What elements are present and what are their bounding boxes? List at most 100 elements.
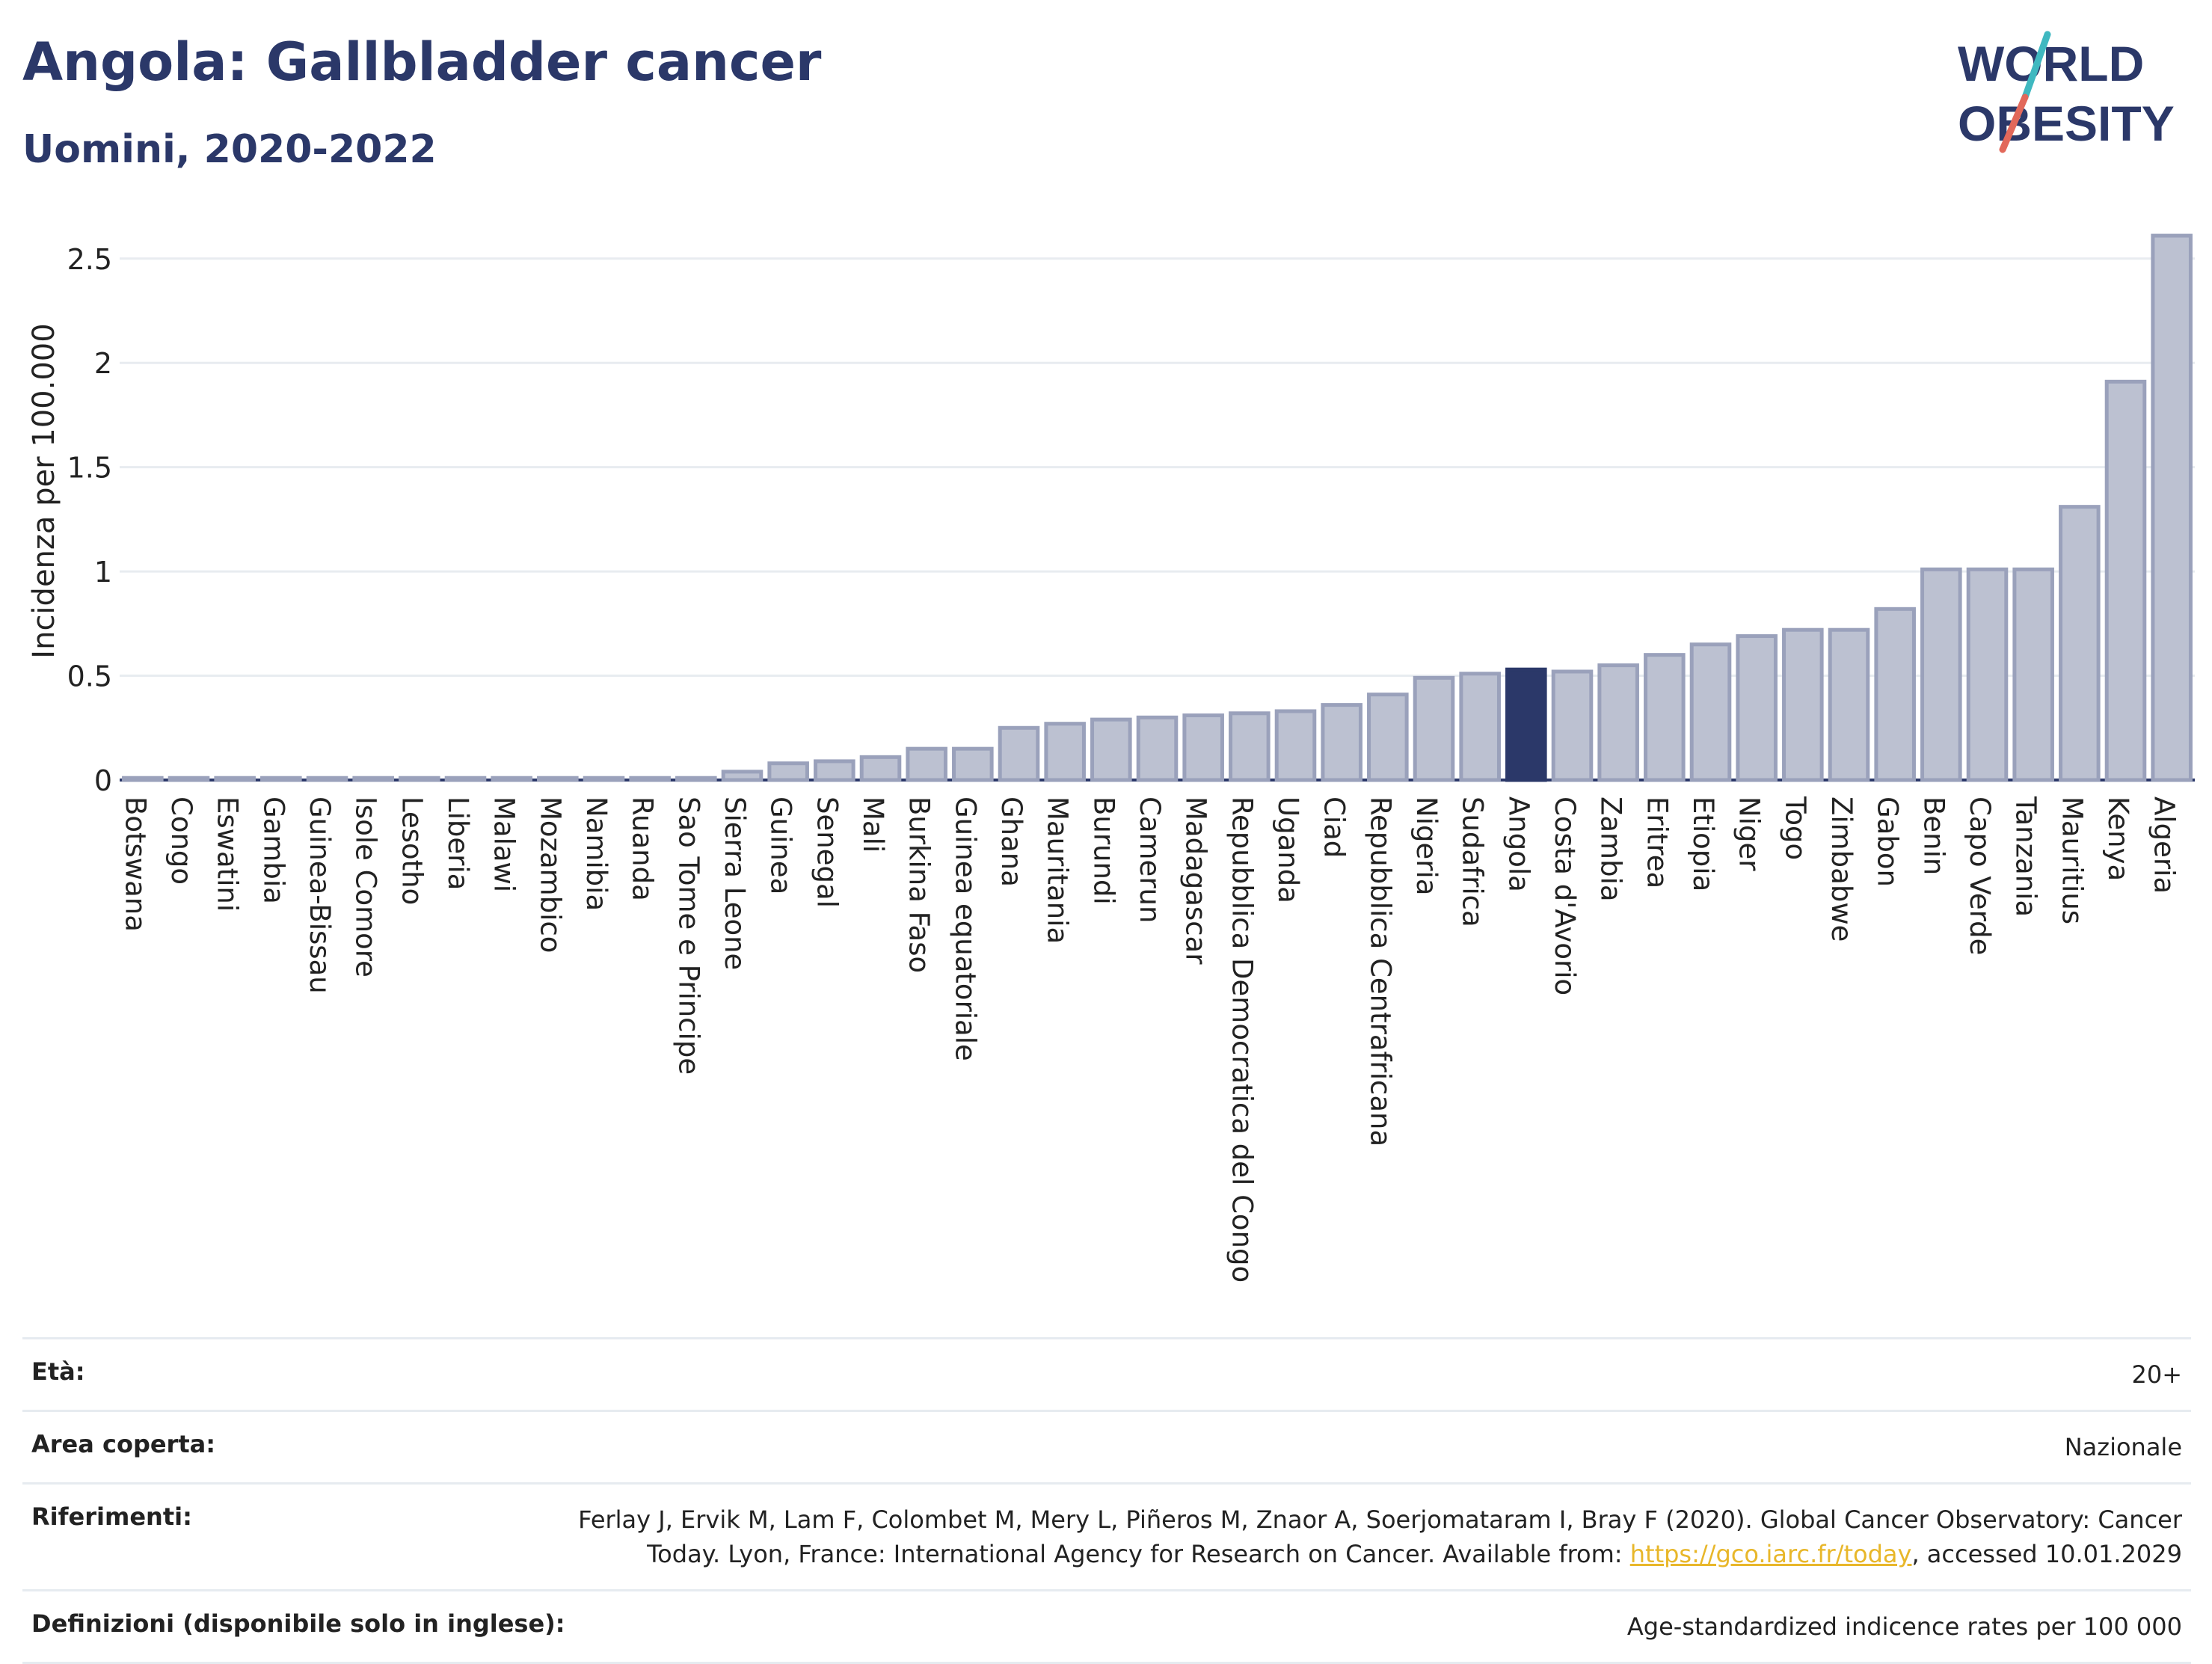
bar-chart: 0 0.5 1 1.5 2 2.5 Botswana Congo Eswatini Gambia… xyxy=(27,233,2195,1283)
bar-zimbabwe xyxy=(1828,627,1870,782)
x-tick-label: Togo xyxy=(1779,796,1811,860)
x-tick-labels: Botswana Congo Eswatini Gambia Guinea-Bissau… xyxy=(119,796,2180,1283)
logo-text-world: WORLD xyxy=(1958,36,2144,91)
x-tick-label: Sao Tome e Principe xyxy=(672,796,704,1075)
x-tick-label: Benin xyxy=(1917,796,1950,875)
page-title: Angola: Gallbladder cancer xyxy=(22,31,822,93)
bar-ghana xyxy=(998,725,1040,782)
x-tick-label: Madagascar xyxy=(1180,796,1212,965)
x-tick-label: Mauritius xyxy=(2056,796,2088,924)
bar-benin xyxy=(1920,567,1962,782)
x-tick-label: Costa d'Avorio xyxy=(1549,796,1581,995)
bar-mozambico xyxy=(537,776,579,782)
bar-niger xyxy=(1736,634,1778,782)
bar-botswana xyxy=(122,776,164,782)
bars xyxy=(122,233,2193,782)
x-tick-label: Repubblica Centrafricana xyxy=(1364,796,1396,1146)
logo-slash-red xyxy=(1999,93,2029,153)
x-tick-label: Burundi xyxy=(1087,796,1119,905)
bar-capo-verde xyxy=(1966,567,2009,782)
meta-row-definitions: Definizioni (disponibile solo in inglese… xyxy=(22,1589,2191,1664)
bar-togo xyxy=(1782,627,1824,782)
bar-burkina-faso xyxy=(906,746,947,782)
x-tick-label: Lesotho xyxy=(396,796,428,905)
x-tick-label: Sierra Leone xyxy=(719,796,751,970)
meta-row-area: Area coperta: Nazionale xyxy=(22,1410,2191,1482)
x-tick-label: Guinea xyxy=(765,796,797,894)
metadata-table: Età: 20+ Area coperta: Nazionale Riferim… xyxy=(22,1337,2191,1664)
references-text-3: , accessed 10.01.2029 xyxy=(1911,1540,2182,1568)
x-tick-label: Mauritania xyxy=(1042,796,1074,944)
bar-madagascar xyxy=(1182,713,1224,782)
x-tick-label: Guinea-Bissau xyxy=(304,796,336,994)
x-tick-label: Kenya xyxy=(2102,796,2134,881)
page-subtitle: Uomini, 2020-2022 xyxy=(22,127,437,172)
definitions-value: Age-standardized indicence rates per 100… xyxy=(1626,1612,2182,1641)
bar-kenya xyxy=(2104,379,2147,782)
x-tick-label: Ruanda xyxy=(627,796,659,901)
bar-etiopia xyxy=(1689,642,1732,782)
bar-costa-d-avorio xyxy=(1551,669,1594,782)
bar-sao-tome-e-principe xyxy=(675,776,717,782)
x-tick-label: Congo xyxy=(165,796,197,885)
x-tick-label: Isole Comore xyxy=(350,796,382,977)
x-tick-label: Algeria xyxy=(2148,796,2181,894)
x-tick-label: Sudafrica xyxy=(1457,796,1489,927)
bar-nigeria xyxy=(1413,675,1455,782)
world-obesity-logo: WORLD OBESITY xyxy=(1958,31,2175,153)
area-label: Area coperta: xyxy=(31,1430,216,1458)
bar-repubblica-centrafricana xyxy=(1367,693,1409,782)
x-tick-label: Guinea equatoriale xyxy=(949,796,981,1061)
bar-malawi xyxy=(491,776,532,782)
bar-sudafrica xyxy=(1459,672,1501,782)
references-text-1: Ferlay J, Ervik M, Lam F, Colombet M, Me… xyxy=(578,1505,2182,1534)
bar-gambia xyxy=(260,776,302,782)
x-tick-label: Eritrea xyxy=(1641,796,1673,888)
x-tick-label: Nigeria xyxy=(1410,796,1443,895)
bar-repubblica-democratica-del-congo xyxy=(1229,711,1271,782)
bar-tanzania xyxy=(2012,567,2054,782)
references-link[interactable]: https://gco.iarc.fr/today xyxy=(1629,1540,1912,1568)
bar-guinea-equatoriale xyxy=(952,746,994,782)
x-tick-label: Capo Verde xyxy=(1964,796,1996,955)
bar-sierra-leone xyxy=(721,770,764,782)
bar-namibia xyxy=(583,776,625,782)
references-label: Riferimenti: xyxy=(31,1502,192,1531)
bar-angola xyxy=(1505,667,1547,782)
age-label: Età: xyxy=(31,1357,85,1386)
bar-burundi xyxy=(1090,717,1132,782)
bar-guinea xyxy=(767,761,809,782)
bar-congo xyxy=(168,776,210,782)
bar-mali xyxy=(859,755,902,782)
y-tick-labels: 0 0.5 1 1.5 2 2.5 xyxy=(67,243,112,797)
x-tick-label: Niger xyxy=(1733,796,1766,871)
logo-text-obesity: OBESITY xyxy=(1958,96,2175,151)
x-tick-label: Zimbabwe xyxy=(1825,796,1858,942)
x-tick-label: Gabon xyxy=(1872,796,1904,887)
bar-eswatini xyxy=(214,776,256,782)
references-text-2: Today. Lyon, France: International Agenc… xyxy=(647,1540,1630,1568)
x-tick-label: Ghana xyxy=(995,796,1027,887)
bar-mauritius xyxy=(2059,505,2101,782)
meta-row-age: Età: 20+ xyxy=(22,1337,2191,1410)
x-tick-label: Tanzania xyxy=(2010,796,2042,917)
y-axis-label: Incidenza per 100.000 xyxy=(27,323,61,658)
meta-row-references: Riferimenti: Ferlay J, Ervik M, Lam F, C… xyxy=(22,1482,2191,1589)
y-tick-label: 2 xyxy=(94,347,112,380)
y-tick-label: 1 xyxy=(94,556,112,589)
x-tick-label: Senegal xyxy=(811,796,843,908)
bar-lesotho xyxy=(399,776,440,782)
bar-mauritania xyxy=(1044,722,1086,782)
x-tick-label: Eswatini xyxy=(212,796,244,912)
area-value: Nazionale xyxy=(2064,1433,2182,1461)
logo-slash-teal xyxy=(2021,31,2051,101)
x-tick-label: Repubblica Democratica del Congo xyxy=(1226,796,1258,1283)
x-tick-label: Camerun xyxy=(1134,796,1166,923)
bar-gabon xyxy=(1874,607,1916,782)
bar-isole-comore xyxy=(352,776,394,782)
bar-senegal xyxy=(814,759,855,782)
bar-ciad xyxy=(1321,703,1362,782)
definitions-label: Definizioni (disponibile solo in inglese… xyxy=(31,1609,565,1638)
x-tick-label: Liberia xyxy=(442,796,474,890)
x-tick-label: Malawi xyxy=(488,796,520,892)
